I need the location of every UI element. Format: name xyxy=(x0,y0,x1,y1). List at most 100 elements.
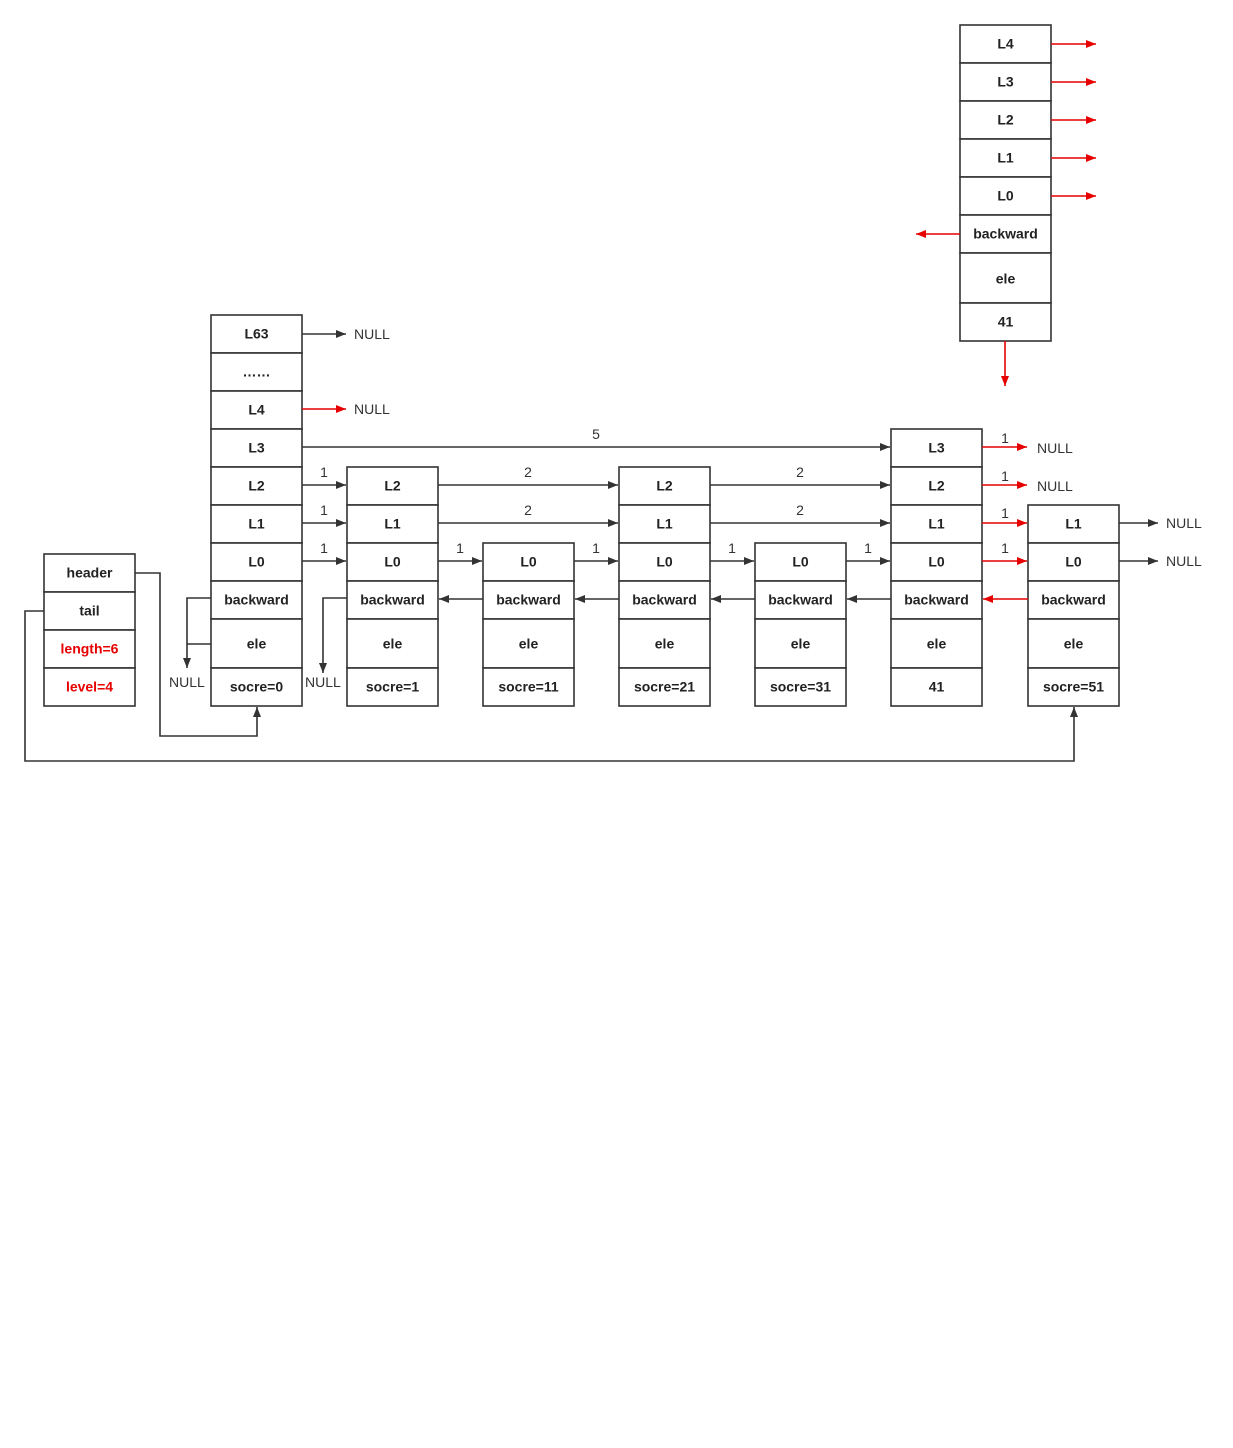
null-label: NULL xyxy=(1037,440,1073,456)
zsl-header-label: header xyxy=(67,565,113,581)
node-3: L2 L1 L0 backward ele socre=21 xyxy=(618,466,711,707)
n1-backward-arrow xyxy=(319,597,347,673)
node-6: L1 L0 backward ele socre=51 xyxy=(1027,504,1120,707)
zsl-level-cell xyxy=(43,667,136,707)
level-label-L2: L2 xyxy=(656,478,673,494)
ele-cell xyxy=(754,618,847,669)
level-label-L1: L1 xyxy=(384,516,401,532)
score-label: socre=21 xyxy=(634,679,695,695)
ele-label: ele xyxy=(383,636,403,652)
level-cell-L1 xyxy=(618,504,711,544)
backward-cell xyxy=(890,580,983,620)
level-label-L4: L4 xyxy=(248,402,265,418)
span-label: 1 xyxy=(864,540,872,556)
level-cell-L0 xyxy=(1027,542,1120,582)
level-cell-L2 xyxy=(959,100,1052,140)
ele-cell xyxy=(890,618,983,669)
span-label: 5 xyxy=(592,426,600,442)
level-label-L2: L2 xyxy=(997,112,1014,128)
level-cell-L2 xyxy=(890,466,983,506)
ele-cell xyxy=(959,252,1052,304)
span-label: 2 xyxy=(524,502,532,518)
zsl-tail-cell xyxy=(43,591,136,631)
span-label: 2 xyxy=(796,502,804,518)
level-cell-L1 xyxy=(1027,504,1120,544)
node-header: L63 …… L4 L3 L2 L1 L0 backward ele socre… xyxy=(210,314,303,707)
node-4: L0 backward ele socre=31 xyxy=(754,542,847,707)
level-label-L1: L1 xyxy=(656,516,673,532)
span-label: 2 xyxy=(524,464,532,480)
span-label: 1 xyxy=(1001,505,1009,521)
level-label-L3: L3 xyxy=(928,440,945,456)
level-label-L2: L2 xyxy=(384,478,401,494)
ele-cell xyxy=(482,618,575,669)
ele-cell xyxy=(1027,618,1120,669)
level-label-L0: L0 xyxy=(792,554,809,570)
level-cell-L4 xyxy=(959,24,1052,64)
null-label: NULL xyxy=(1037,478,1073,494)
level-label-L3: L3 xyxy=(997,74,1014,90)
header-backward-arrow xyxy=(183,597,211,668)
backward-label: backward xyxy=(768,592,833,608)
level-label-L1: L1 xyxy=(1065,516,1082,532)
span-label: 1 xyxy=(1001,540,1009,556)
forward-pointers: 5 1 2 2 1 2 2 1 1 1 1 1 xyxy=(302,426,890,565)
ele-label: ele xyxy=(519,636,539,652)
score-cell xyxy=(346,667,439,707)
backward-cell xyxy=(346,580,439,620)
level-cell-ellipsis xyxy=(210,352,303,392)
score-label: socre=51 xyxy=(1043,679,1104,695)
node-5: L3 L2 L1 L0 backward ele 41 xyxy=(890,428,983,707)
backward-pointers: NULL NULL xyxy=(169,595,1028,690)
backward-label: backward xyxy=(360,592,425,608)
level-cell-L1 xyxy=(959,138,1052,178)
new-node: L4 L3 L2 L1 L0 backward ele 41 xyxy=(959,24,1052,342)
level-label-L0: L0 xyxy=(928,554,945,570)
score-label: socre=0 xyxy=(230,679,284,695)
null-label: NULL xyxy=(305,674,341,690)
backward-cell xyxy=(1027,580,1120,620)
backward-label: backward xyxy=(973,226,1038,242)
level-label-L0: L0 xyxy=(520,554,537,570)
score-label: socre=31 xyxy=(770,679,831,695)
level-label-L0: L0 xyxy=(248,554,265,570)
span-label: 1 xyxy=(456,540,464,556)
node-1: L2 L1 L0 backward ele socre=1 xyxy=(346,466,439,707)
null-label: NULL xyxy=(1166,515,1202,531)
score-cell xyxy=(210,667,303,707)
ele-label: ele xyxy=(1064,636,1084,652)
span-label: 1 xyxy=(320,540,328,556)
backward-cell xyxy=(482,580,575,620)
span-label: 1 xyxy=(1001,430,1009,446)
ele-cell xyxy=(618,618,711,669)
level-cell-L0 xyxy=(210,542,303,582)
level-label-L2: L2 xyxy=(928,478,945,494)
score-label: socre=11 xyxy=(498,679,559,695)
ele-label: ele xyxy=(996,271,1016,287)
span-label: 1 xyxy=(320,464,328,480)
level-cell-L1 xyxy=(890,504,983,544)
zsl-level-label: level=4 xyxy=(66,679,113,695)
level-label-L3: L3 xyxy=(248,440,265,456)
zskiplist-struct: header tail length=6 level=4 xyxy=(43,553,136,707)
level-cell-L0 xyxy=(482,542,575,582)
new-node-arrows xyxy=(916,40,1096,386)
level-label-L1: L1 xyxy=(997,150,1014,166)
score-cell xyxy=(754,667,847,707)
zsl-length-label: length=6 xyxy=(61,641,119,657)
ele-label: ele xyxy=(247,636,267,652)
span-label: 1 xyxy=(592,540,600,556)
backward-cell xyxy=(210,580,303,620)
level-cell-L3 xyxy=(959,62,1052,102)
level-label-L0: L0 xyxy=(384,554,401,570)
span-label: 1 xyxy=(728,540,736,556)
span-label: 1 xyxy=(320,502,328,518)
ele-label: ele xyxy=(791,636,811,652)
n5-forward-pointers: 1 NULL 1 NULL 1 1 xyxy=(982,430,1073,565)
score-cell xyxy=(618,667,711,707)
backward-label: backward xyxy=(904,592,969,608)
ele-label: ele xyxy=(655,636,675,652)
backward-label: backward xyxy=(496,592,561,608)
score-cell xyxy=(482,667,575,707)
null-label: NULL xyxy=(354,326,390,342)
